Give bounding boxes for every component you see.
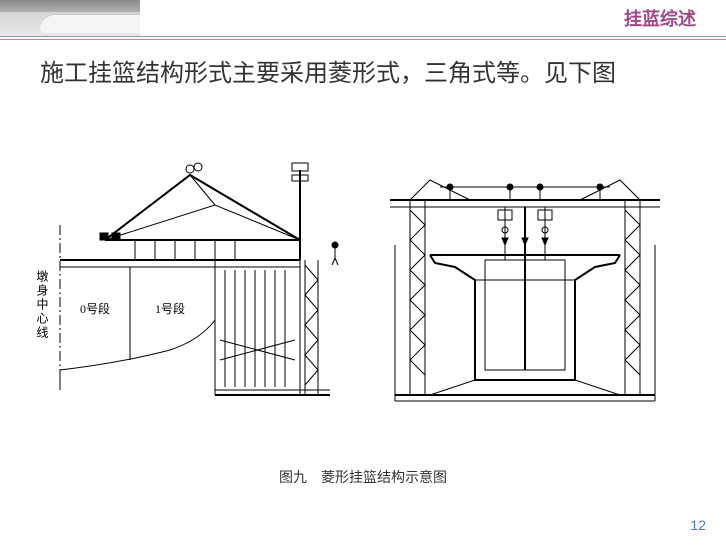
right-view <box>390 180 660 401</box>
caption-prefix: 图九 <box>279 471 307 486</box>
header-train-image <box>0 0 140 36</box>
diagram-area: 墩身中心线 0号段 1号段 <box>40 145 680 445</box>
divider-line-1 <box>0 36 726 37</box>
caption-text: 菱形挂篮结构示意图 <box>321 471 447 486</box>
slide-header: 挂蓝综述 <box>0 0 726 36</box>
left-view <box>60 163 338 395</box>
label-pier-centerline: 墩身中心线 <box>34 270 51 340</box>
header-title: 挂蓝综述 <box>624 5 696 31</box>
diagram-svg <box>40 145 680 445</box>
label-segment-0: 0号段 <box>80 300 110 317</box>
main-text: 施工挂篮结构形式主要采用菱形式，三角式等。见下图 <box>0 40 726 92</box>
page-number: 12 <box>690 517 706 533</box>
figure-caption: 图九 菱形挂篮结构示意图 <box>0 467 726 487</box>
label-segment-1: 1号段 <box>155 300 185 317</box>
